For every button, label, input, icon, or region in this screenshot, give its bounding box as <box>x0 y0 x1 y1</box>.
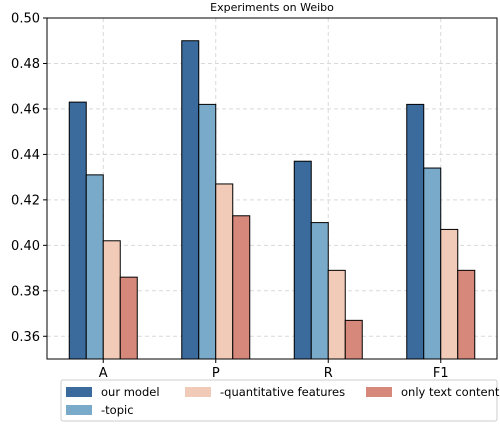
bar-F1-series-0 <box>406 103 425 360</box>
bar-R-series-0 <box>293 160 312 360</box>
bar-A-series-3 <box>119 276 138 360</box>
legend-label: -quantitative features <box>220 385 345 399</box>
bar-F1-series-3 <box>457 269 476 360</box>
x-axis: A P R F1 <box>99 359 449 381</box>
legend-label: only text content <box>401 385 500 399</box>
y-tick-label: 0.40 <box>11 239 40 254</box>
legend-label: our model <box>101 385 160 399</box>
bar-A-series-0 <box>68 101 87 360</box>
bar-P-series-3 <box>232 215 251 360</box>
bar-P-series-0 <box>181 40 200 360</box>
bar-A-series-1 <box>85 174 104 360</box>
bar-F1-series-2 <box>440 228 459 360</box>
legend-swatch <box>66 405 92 415</box>
y-tick-label: 0.50 <box>11 12 40 27</box>
bar-R-series-1 <box>310 222 329 360</box>
plot-frame <box>46 17 498 360</box>
bar-R-series-3 <box>344 319 363 360</box>
y-axis: 0.36 0.38 0.40 0.42 0.44 0.46 0.48 0.50 <box>11 12 47 345</box>
y-tick-label: 0.42 <box>11 193 40 208</box>
y-tick-label: 0.36 <box>11 330 40 345</box>
bar-P-series-1 <box>198 103 217 360</box>
x-tick-label: R <box>324 366 333 381</box>
y-tick-label: 0.38 <box>11 284 40 299</box>
legend-swatch <box>66 387 92 397</box>
chart-title: Experiments on Weibo <box>210 1 334 14</box>
bar-A-series-2 <box>102 240 121 360</box>
legend-swatch <box>366 387 392 397</box>
y-tick-label: 0.44 <box>11 148 40 163</box>
y-tick-label: 0.48 <box>11 57 40 72</box>
bar-R-series-2 <box>327 269 346 360</box>
x-tick-label: F1 <box>433 366 449 381</box>
x-tick-label: P <box>212 366 220 381</box>
legend-label: -topic <box>101 403 134 417</box>
bar-P-series-2 <box>215 183 234 360</box>
bar-F1-series-1 <box>423 167 442 360</box>
y-tick-label: 0.46 <box>11 102 40 117</box>
x-tick-label: A <box>99 366 108 381</box>
legend: our model -topic -quantitative features onl… <box>60 379 500 422</box>
legend-swatch <box>185 387 211 397</box>
